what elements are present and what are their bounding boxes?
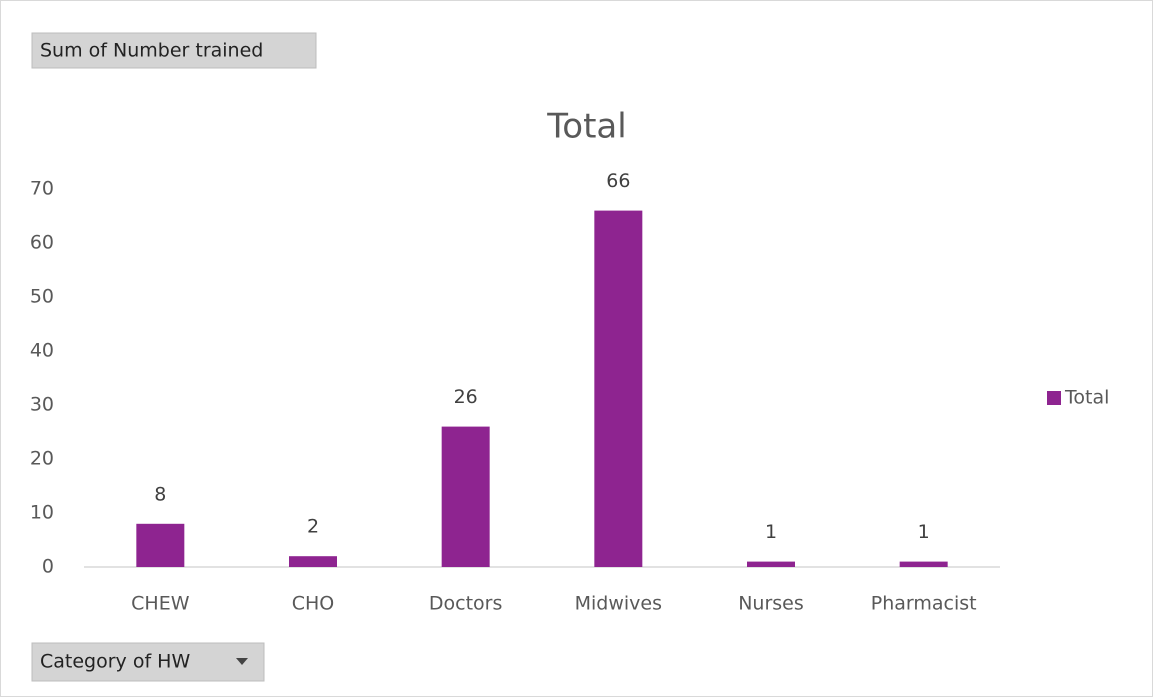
x-tick-label: Midwives: [575, 593, 662, 615]
value-field-button[interactable]: [31, 32, 317, 69]
legend-label: Total: [1064, 387, 1109, 409]
bar: [136, 523, 185, 567]
x-tick-label: Pharmacist: [871, 593, 977, 615]
y-tick-label: 40: [30, 340, 54, 362]
bar: [899, 561, 948, 567]
y-tick-label: 0: [42, 556, 54, 578]
legend-swatch: [1047, 391, 1061, 405]
dropdown-arrow[interactable]: [236, 658, 248, 665]
y-tick-label: 20: [30, 448, 54, 470]
x-tick-label: Doctors: [429, 593, 503, 615]
y-tick-label: 60: [30, 232, 54, 254]
data-label: 2: [307, 516, 319, 538]
data-label: 66: [606, 170, 630, 192]
bar: [594, 210, 643, 567]
x-tick-label: Nurses: [738, 593, 804, 615]
axis-field-button[interactable]: [31, 642, 265, 682]
data-label: 1: [918, 521, 930, 543]
chart-title: Total: [546, 107, 626, 147]
axis-field-label: Category of HW: [40, 651, 190, 673]
bar: [289, 556, 337, 567]
data-label: 26: [454, 386, 478, 408]
y-tick-label: 30: [30, 394, 54, 416]
x-tick-label: CHEW: [131, 593, 190, 615]
x-tick-label: CHO: [292, 593, 335, 615]
bar: [441, 426, 490, 567]
value-field-label: Sum of Number trained: [40, 40, 263, 62]
y-tick-label: 10: [30, 502, 54, 524]
y-tick-label: 50: [30, 286, 54, 308]
y-tick-label: 70: [30, 178, 54, 200]
bar: [747, 561, 795, 567]
data-label: 8: [154, 483, 166, 505]
data-label: 1: [765, 521, 777, 543]
